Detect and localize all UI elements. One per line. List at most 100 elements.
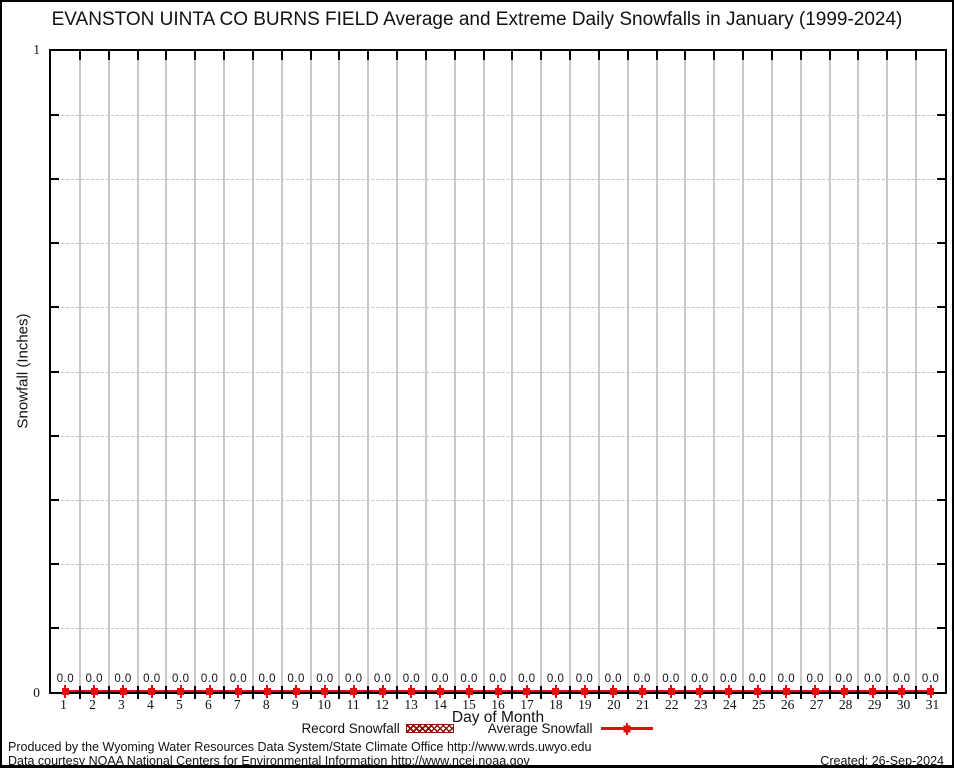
x-tick-mark-top: [886, 51, 889, 60]
average-point-marker: [321, 688, 329, 695]
x-tick-mark-top: [655, 51, 658, 60]
x-tick-label: 22: [665, 697, 679, 712]
y-minor-gridline: [51, 307, 945, 309]
y-minor-gridline: [51, 243, 945, 245]
x-tick-mark-bottom: [107, 686, 110, 699]
x-tick-label: 10: [317, 697, 331, 712]
daily-value-label: 0.0: [287, 673, 305, 685]
x-tick-label: 1: [60, 697, 67, 712]
y-axis-min-label: 0: [33, 685, 40, 700]
daily-value-label: 0.0: [921, 673, 940, 685]
x-axis-title: Day of Month: [451, 709, 545, 726]
y-tick-mark-left: [51, 498, 59, 501]
x-tick-mark-bottom: [742, 686, 745, 699]
x-tick-mark-top: [770, 51, 773, 60]
x-tick-mark-top: [309, 51, 312, 60]
y-minor-gridline: [51, 371, 945, 373]
daily-value-label: 0.0: [604, 673, 623, 685]
x-tick-mark-top: [78, 51, 81, 60]
x-tick-mark-bottom: [165, 686, 168, 699]
x-tick-mark-bottom: [626, 686, 629, 699]
x-tick-mark-top: [540, 51, 543, 60]
average-point-marker: [90, 688, 98, 695]
x-tick-label: 30: [896, 697, 911, 712]
x-tick-mark-top: [828, 51, 831, 60]
x-tick-mark-top: [396, 51, 399, 60]
y-minor-gridline: [51, 115, 945, 117]
average-point-marker: [234, 688, 242, 695]
average-point-marker: [840, 688, 848, 695]
average-point-marker: [119, 688, 127, 695]
x-tick-mark-bottom: [223, 686, 226, 699]
average-point-marker: [523, 688, 531, 695]
x-tick-label: 26: [780, 697, 795, 712]
daily-value-label: 0.0: [748, 673, 767, 685]
average-point-marker: [61, 688, 69, 695]
x-tick-mark-top: [453, 51, 456, 60]
x-tick-mark-bottom: [684, 686, 687, 699]
x-tick-label: 15: [462, 697, 476, 712]
plot-area: 0.0 0.0 0.0 0.0 0.0 0.0 0.0 0.0 0.0 0.0 0.0 0.0 0.0 0…: [49, 49, 947, 699]
daily-value-label: 0.0: [489, 673, 507, 685]
x-tick-mark-top: [338, 51, 341, 60]
average-point-marker: [898, 688, 906, 695]
x-tick-mark-bottom: [136, 686, 139, 699]
x-tick-label: 29: [867, 697, 882, 712]
created-date: Created: 26-Sep-2024: [820, 754, 944, 768]
y-tick-mark-right: [937, 178, 945, 181]
y-tick-mark-right: [937, 498, 945, 501]
average-point-marker: [725, 688, 733, 695]
y-axis-title: Snowfall (Inches): [14, 313, 32, 429]
x-tick-mark-top: [251, 51, 254, 60]
x-tick-mark-bottom: [511, 686, 514, 699]
legend: Record Snowfall Average Snowfall: [2, 721, 952, 736]
x-tick-mark-bottom: [338, 686, 341, 699]
x-tick-mark-top: [194, 51, 197, 60]
daily-value-label: 0.0: [431, 673, 450, 685]
x-tick-mark-top: [857, 51, 860, 60]
daily-value-label: 0.0: [85, 673, 103, 685]
average-point-marker: [811, 688, 819, 695]
y-minor-gridline: [51, 499, 945, 501]
x-tick-label: 4: [147, 697, 154, 712]
x-tick-label: 18: [549, 697, 563, 712]
average-point-marker: [177, 688, 185, 695]
daily-value-label: 0.0: [229, 673, 248, 685]
record-snowfall-swatch: [405, 724, 454, 733]
x-tick-mark-bottom: [396, 686, 399, 699]
x-tick-mark-top: [626, 51, 629, 60]
average-point-marker: [350, 688, 358, 695]
x-tick-label: 2: [89, 697, 96, 712]
x-tick-label: 23: [694, 697, 708, 712]
x-tick-mark-top: [165, 51, 168, 60]
x-tick-mark-bottom: [655, 686, 658, 699]
footer-credit-1: Produced by the Wyoming Water Resources …: [8, 740, 592, 754]
daily-value-label: 0.0: [56, 673, 75, 685]
x-tick-mark-bottom: [194, 686, 197, 699]
average-point-marker: [292, 688, 300, 695]
x-tick-mark-bottom: [424, 686, 427, 699]
y-tick-mark-right: [937, 434, 945, 437]
x-tick-mark-top: [482, 51, 485, 60]
x-tick-mark-bottom: [280, 686, 283, 699]
average-point-marker: [206, 688, 214, 695]
daily-value-label: 0.0: [575, 673, 594, 685]
x-tick-label: 28: [838, 697, 853, 712]
x-tick-label: 5: [175, 697, 183, 712]
x-tick-mark-bottom: [251, 686, 254, 699]
y-tick-mark-left: [51, 370, 59, 373]
x-tick-mark-top: [424, 51, 427, 60]
x-tick-label: 9: [291, 697, 299, 712]
x-tick-label: 17: [520, 697, 534, 712]
y-tick-mark-left: [51, 306, 59, 309]
daily-value-label: 0.0: [806, 673, 824, 685]
average-point-marker: [407, 688, 415, 695]
y-tick-mark-right: [937, 114, 945, 117]
x-tick-label: 13: [404, 697, 418, 712]
y-tick-mark-right: [937, 562, 945, 565]
average-point-marker: [782, 688, 790, 695]
y-tick-mark-left: [51, 626, 59, 629]
x-tick-mark-top: [223, 51, 226, 60]
x-tick-mark-bottom: [78, 686, 81, 699]
average-point-marker: [581, 688, 589, 695]
